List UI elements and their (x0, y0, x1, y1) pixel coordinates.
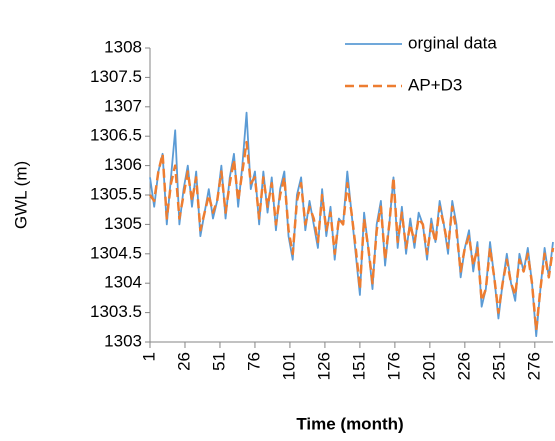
y-tick-label: 1303.5 (90, 302, 142, 321)
x-tick-label: 151 (349, 352, 368, 380)
x-tick-label: 51 (209, 352, 228, 371)
legend-label: AP+D3 (408, 75, 462, 94)
y-tick-label: 1304.5 (90, 243, 142, 262)
y-tick-label: 1304 (104, 273, 142, 292)
y-tick-label: 1305.5 (90, 184, 142, 203)
x-tick-label: 26 (174, 352, 193, 371)
y-axis-title: GWL (m) (11, 161, 30, 229)
x-axis-title: Time (month) (296, 414, 403, 433)
y-tick-label: 1303 (104, 331, 142, 350)
series-line (149, 111, 554, 338)
x-tick-label: 251 (489, 352, 508, 380)
x-tick-label: 276 (524, 352, 543, 380)
y-tick-label: 1305 (104, 214, 142, 233)
y-tick-label: 1306 (104, 155, 142, 174)
x-tick-label: 76 (244, 352, 263, 371)
x-tick-label: 226 (454, 352, 473, 380)
x-tick-label: 1 (139, 352, 158, 361)
y-tick-label: 1308 (104, 37, 142, 56)
series-line (148, 140, 555, 332)
x-tick-label: 176 (384, 352, 403, 380)
y-tick-label: 1307.5 (90, 67, 142, 86)
legend-label: orginal data (408, 33, 497, 52)
y-tick-label: 1307 (104, 96, 142, 115)
x-tick-label: 201 (419, 352, 438, 380)
x-tick-label: 101 (279, 352, 298, 380)
y-tick-label: 1306.5 (90, 126, 142, 145)
x-tick-label: 126 (314, 352, 333, 380)
